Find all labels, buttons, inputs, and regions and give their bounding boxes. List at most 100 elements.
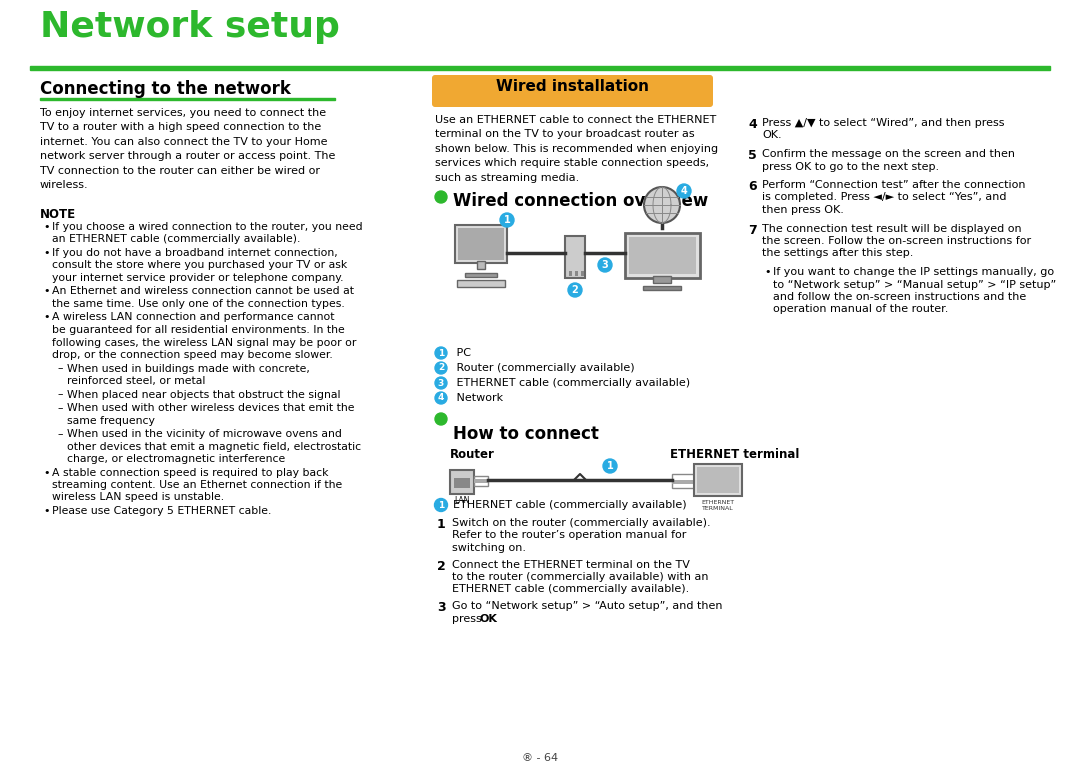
Text: 7: 7: [748, 224, 757, 237]
Text: an ETHERNET cable (commercially available).: an ETHERNET cable (commercially availabl…: [52, 234, 300, 244]
Text: When used in the vicinity of microwave ovens and: When used in the vicinity of microwave o…: [67, 429, 342, 439]
Text: to the router (commercially available) with an: to the router (commercially available) w…: [453, 572, 708, 582]
Circle shape: [598, 258, 612, 272]
Text: be guaranteed for all residential environments. In the: be guaranteed for all residential enviro…: [52, 325, 345, 335]
Text: 2: 2: [571, 285, 579, 295]
Bar: [569, 271, 572, 276]
Circle shape: [435, 377, 447, 389]
Text: 1: 1: [437, 501, 444, 510]
Text: is completed. Press ◄/► to select “Yes”, and: is completed. Press ◄/► to select “Yes”,…: [762, 192, 1007, 202]
Text: Refer to the router’s operation manual for: Refer to the router’s operation manual f…: [453, 530, 687, 540]
Text: ETHERNET
TERMINAL: ETHERNET TERMINAL: [701, 500, 734, 510]
Text: Network: Network: [453, 393, 503, 403]
Text: consult the store where you purchased your TV or ask: consult the store where you purchased yo…: [52, 260, 348, 271]
Bar: [458, 228, 504, 260]
Text: ETHERNET terminal: ETHERNET terminal: [670, 448, 799, 461]
Text: .: .: [494, 613, 497, 623]
Bar: [672, 480, 696, 484]
Text: OK: OK: [480, 613, 497, 623]
Text: same frequency: same frequency: [67, 416, 154, 426]
Bar: [40, 98, 335, 100]
Text: then press OK.: then press OK.: [762, 205, 843, 215]
Bar: [30, 66, 1050, 70]
Text: 1: 1: [437, 349, 444, 358]
Circle shape: [435, 347, 447, 359]
Bar: [653, 276, 671, 283]
Text: Use an ETHERNET cable to connect the ETHERNET
terminal on the TV to your broadca: Use an ETHERNET cable to connect the ETH…: [435, 115, 718, 182]
Bar: [454, 478, 470, 488]
Text: 3: 3: [437, 378, 444, 388]
Text: charge, or electromagnetic interference: charge, or electromagnetic interference: [67, 454, 285, 464]
Text: Please use Category 5 ETHERNET cable.: Please use Category 5 ETHERNET cable.: [52, 506, 271, 516]
Bar: [672, 474, 696, 488]
Text: ETHERNET cable (commercially available): ETHERNET cable (commercially available): [453, 500, 687, 510]
Circle shape: [435, 392, 447, 404]
Text: –: –: [57, 363, 63, 374]
Circle shape: [435, 413, 447, 425]
Text: –: –: [57, 429, 63, 439]
Text: 4: 4: [680, 186, 687, 196]
Text: When used with other wireless devices that emit the: When used with other wireless devices th…: [67, 403, 354, 413]
Text: A wireless LAN connection and performance cannot: A wireless LAN connection and performanc…: [52, 313, 335, 323]
Text: If you want to change the IP settings manually, go: If you want to change the IP settings ma…: [773, 267, 1054, 277]
Text: When used in buildings made with concrete,: When used in buildings made with concret…: [67, 363, 310, 374]
Circle shape: [603, 459, 617, 473]
Text: •: •: [43, 286, 50, 297]
Bar: [465, 273, 497, 277]
Text: PC: PC: [453, 348, 471, 358]
Text: drop, or the connection speed may become slower.: drop, or the connection speed may become…: [52, 350, 333, 360]
Circle shape: [568, 283, 582, 297]
Circle shape: [677, 184, 691, 198]
Text: –: –: [57, 403, 63, 413]
Text: •: •: [43, 222, 50, 232]
Text: Go to “Network setup” > “Auto setup”, and then: Go to “Network setup” > “Auto setup”, an…: [453, 601, 723, 611]
Text: following cases, the wireless LAN signal may be poor or: following cases, the wireless LAN signal…: [52, 337, 356, 347]
Bar: [643, 286, 681, 290]
Text: LAN: LAN: [455, 496, 470, 505]
Text: 4: 4: [748, 118, 757, 131]
Text: 3: 3: [437, 601, 446, 614]
Text: Perform “Connection test” after the connection: Perform “Connection test” after the conn…: [762, 180, 1026, 190]
Text: press OK to go to the next step.: press OK to go to the next step.: [762, 162, 940, 172]
Bar: [581, 271, 584, 276]
Text: When placed near objects that obstruct the signal: When placed near objects that obstruct t…: [67, 389, 340, 400]
Text: press: press: [453, 613, 485, 623]
Bar: [694, 464, 742, 496]
Bar: [697, 467, 739, 493]
Circle shape: [435, 191, 447, 203]
Text: 6: 6: [748, 180, 757, 193]
Circle shape: [644, 187, 680, 223]
Text: switching on.: switching on.: [453, 543, 526, 553]
Bar: [575, 271, 578, 276]
Bar: [474, 476, 488, 486]
Bar: [474, 479, 488, 483]
Text: 1: 1: [503, 215, 511, 225]
Text: streaming content. Use an Ethernet connection if the: streaming content. Use an Ethernet conne…: [52, 480, 342, 490]
Text: To enjoy internet services, you need to connect the
TV to a router with a high s: To enjoy internet services, you need to …: [40, 108, 336, 190]
Text: the settings after this step.: the settings after this step.: [762, 249, 914, 259]
Text: Confirm the message on the screen and then: Confirm the message on the screen and th…: [762, 149, 1015, 159]
Text: operation manual of the router.: operation manual of the router.: [773, 304, 948, 314]
Bar: [477, 261, 485, 269]
Text: •: •: [43, 313, 50, 323]
Bar: [457, 280, 505, 287]
Text: 1: 1: [437, 518, 446, 531]
Bar: [455, 225, 507, 263]
Text: Switch on the router (commercially available).: Switch on the router (commercially avail…: [453, 518, 711, 528]
Text: to “Network setup” > “Manual setup” > “IP setup”: to “Network setup” > “Manual setup” > “I…: [773, 279, 1056, 289]
Text: OK.: OK.: [762, 130, 782, 140]
Text: –: –: [57, 389, 63, 400]
Text: Network setup: Network setup: [40, 10, 340, 44]
Text: 1: 1: [607, 461, 613, 471]
Text: How to connect: How to connect: [453, 425, 599, 443]
Text: Press ▲/▼ to select “Wired”, and then press: Press ▲/▼ to select “Wired”, and then pr…: [762, 118, 1004, 128]
Text: 2: 2: [437, 363, 444, 372]
Text: Router: Router: [450, 448, 495, 461]
Text: •: •: [43, 248, 50, 258]
Text: other devices that emit a magnetic field, electrostatic: other devices that emit a magnetic field…: [67, 442, 361, 452]
Text: the screen. Follow the on-screen instructions for: the screen. Follow the on-screen instruc…: [762, 236, 1031, 246]
Text: ETHERNET cable (commercially available).: ETHERNET cable (commercially available).: [453, 584, 689, 594]
Text: Router (commercially available): Router (commercially available): [453, 363, 635, 373]
Circle shape: [434, 498, 447, 511]
Bar: [450, 470, 474, 494]
